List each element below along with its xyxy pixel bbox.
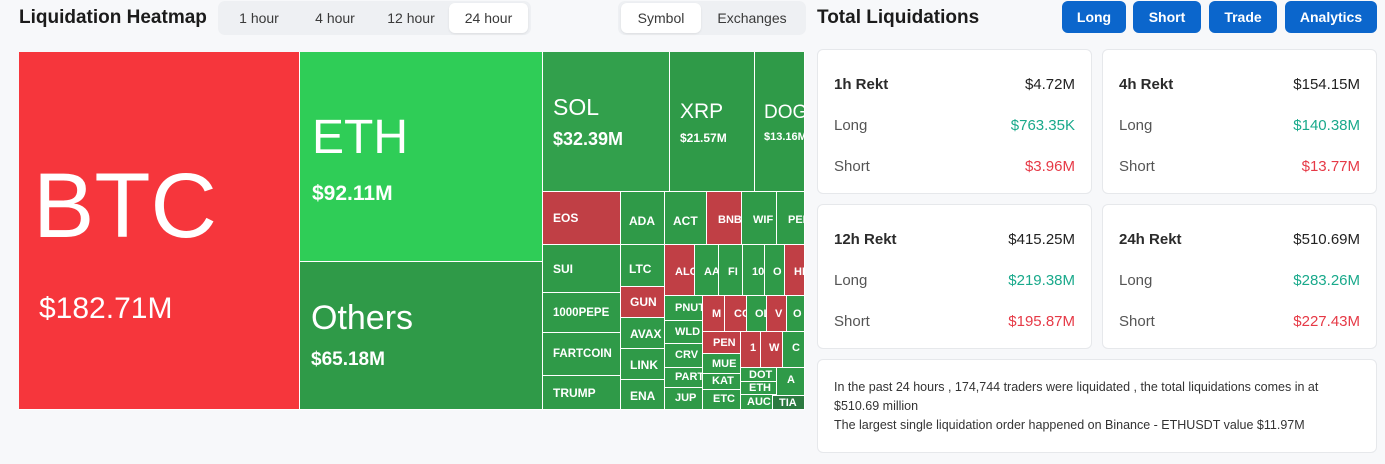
tile-aa[interactable]: AA — [695, 245, 719, 296]
tile-sui[interactable]: SUI — [543, 245, 621, 293]
card-total: $415.25M — [1008, 231, 1075, 248]
tile-1[interactable]: 1 — [741, 332, 761, 368]
tile-eth-small[interactable]: ETH — [741, 382, 777, 395]
tile-v[interactable]: V — [767, 296, 787, 332]
tile-gun[interactable]: GUN — [621, 287, 665, 318]
tile-bnb[interactable]: BNB — [707, 192, 742, 245]
card-label: 24h Rekt — [1119, 231, 1182, 248]
card-24h-rekt: 24h Rekt $510.69M Long $283.26M Short $227.… — [1102, 204, 1377, 349]
view-selector: Symbol Exchanges — [618, 1, 806, 35]
tile-ol[interactable]: OL — [747, 296, 767, 332]
tile-doge[interactable]: DOG $13.16M — [755, 52, 805, 192]
heatmap-title: Liquidation Heatmap — [19, 7, 207, 28]
tile-ena[interactable]: ENA — [621, 380, 665, 410]
tab-24-hour[interactable]: 24 hour — [449, 3, 528, 33]
short-value: $195.87M — [1008, 313, 1075, 330]
card-4h-rekt: 4h Rekt $154.15M Long $140.38M Short $13.77… — [1102, 49, 1377, 194]
tab-1-hour[interactable]: 1 hour — [239, 10, 279, 26]
tab-12-hour[interactable]: 12 hour — [387, 10, 435, 26]
tile-m[interactable]: M — [703, 296, 725, 332]
summary-line-2: The largest single liquidation order hap… — [834, 418, 1305, 432]
long-value: $140.38M — [1293, 117, 1360, 134]
card-1h-rekt: 1h Rekt $4.72M Long $763.35K Short $3.96M — [817, 49, 1092, 194]
summary-line-1: In the past 24 hours , 174,744 traders w… — [834, 380, 1319, 413]
card-total: $4.72M — [1024, 76, 1075, 93]
short-label: Short — [1119, 158, 1155, 175]
long-label: Long — [834, 117, 868, 134]
tab-4-hour[interactable]: 4 hour — [315, 10, 355, 26]
tile-pep[interactable]: PEP — [777, 192, 805, 245]
tile-act[interactable]: ACT — [665, 192, 707, 245]
tile-eos[interactable]: EOS — [543, 192, 621, 245]
short-value: $3.96M — [1024, 158, 1075, 175]
tile-auc[interactable]: AUC — [741, 395, 773, 410]
short-button[interactable]: Short — [1133, 1, 1201, 33]
short-label: Short — [834, 313, 870, 330]
tile-etc[interactable]: ETC — [703, 390, 741, 410]
tab-symbol[interactable]: Symbol — [621, 3, 701, 33]
tile-jup[interactable]: JUP — [665, 388, 703, 410]
tile-link[interactable]: LINK — [621, 349, 665, 380]
total-liquidations-title: Total Liquidations — [817, 7, 980, 28]
tile-a[interactable]: A — [777, 368, 805, 396]
tile-eth[interactable]: ETH $92.11M — [300, 52, 543, 262]
tile-others[interactable]: Others $65.18M — [300, 262, 543, 410]
card-total: $154.15M — [1293, 76, 1360, 93]
card-label: 1h Rekt — [834, 76, 889, 93]
card-12h-rekt: 12h Rekt $415.25M Long $219.38M Short $195.… — [817, 204, 1092, 349]
short-value: $227.43M — [1293, 313, 1360, 330]
tile-ltc[interactable]: LTC — [621, 245, 665, 287]
tile-cc[interactable]: CC — [725, 296, 747, 332]
trade-button[interactable]: Trade — [1209, 1, 1277, 33]
short-label: Short — [1119, 313, 1155, 330]
tile-pnut[interactable]: PNUT — [665, 296, 703, 321]
tab-exchanges[interactable]: Exchanges — [717, 10, 787, 26]
long-value: $763.35K — [1010, 117, 1075, 134]
long-value: $283.26M — [1293, 272, 1360, 289]
card-label: 12h Rekt — [834, 231, 897, 248]
tile-wld[interactable]: WLD — [665, 321, 703, 344]
tile-hi[interactable]: HI — [785, 245, 805, 296]
long-button[interactable]: Long — [1062, 1, 1126, 33]
tile-fi[interactable]: FI — [719, 245, 743, 296]
tile-ada[interactable]: ADA — [621, 192, 665, 245]
tile-part[interactable]: PART — [665, 368, 703, 388]
liquidation-heatmap: BTC $182.71M ETH $92.11M Others $65.18M … — [19, 52, 805, 410]
tile-10[interactable]: 10 — [743, 245, 765, 296]
analytics-button[interactable]: Analytics — [1285, 1, 1377, 33]
tile-w[interactable]: W — [761, 332, 783, 368]
tile-trump[interactable]: TRUMP — [543, 376, 621, 410]
tile-o[interactable]: O — [765, 245, 785, 296]
tile-wif[interactable]: WIF — [742, 192, 777, 245]
short-label: Short — [834, 158, 870, 175]
tile-dot[interactable]: DOT — [741, 368, 777, 382]
tile-mue[interactable]: MUE — [703, 354, 741, 374]
tile-xrp[interactable]: XRP $21.57M — [670, 52, 755, 192]
tile-1000pepe[interactable]: 1000PEPE — [543, 293, 621, 333]
tile-sol[interactable]: SOL $32.39M — [543, 52, 670, 192]
timeframe-selector: 1 hour 4 hour 12 hour 24 hour — [218, 1, 531, 35]
tile-pen[interactable]: PEN — [703, 332, 741, 354]
tile-o-2[interactable]: O — [787, 296, 805, 332]
long-value: $219.38M — [1008, 272, 1075, 289]
tile-alc[interactable]: ALC — [665, 245, 695, 296]
tile-crv[interactable]: CRV — [665, 344, 703, 368]
tile-c[interactable]: C — [783, 332, 805, 368]
liquidation-summary: In the past 24 hours , 174,744 traders w… — [817, 359, 1377, 453]
tile-avax[interactable]: AVAX — [621, 318, 665, 349]
tile-btc[interactable]: BTC $182.71M — [19, 52, 300, 410]
tile-fartcoin[interactable]: FARTCOIN — [543, 333, 621, 376]
short-value: $13.77M — [1301, 158, 1360, 175]
card-total: $510.69M — [1293, 231, 1360, 248]
long-label: Long — [1119, 272, 1153, 289]
tile-kat[interactable]: KAT — [703, 374, 741, 390]
long-label: Long — [834, 272, 868, 289]
tile-tia[interactable]: TIA — [773, 396, 805, 410]
long-label: Long — [1119, 117, 1153, 134]
card-label: 4h Rekt — [1119, 76, 1174, 93]
